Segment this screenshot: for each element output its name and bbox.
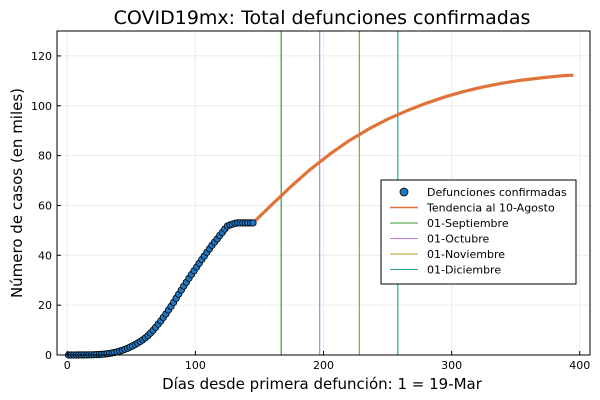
y-tick-label: 20	[38, 299, 52, 312]
x-tick-label: 0	[64, 359, 71, 372]
x-tick-label: 200	[313, 359, 334, 372]
legend-entry: Defunciones confirmadas	[427, 186, 567, 199]
y-tick-label: 0	[45, 349, 52, 362]
y-tick-label: 120	[31, 50, 52, 63]
legend-entry: 01-Noviembre	[427, 248, 505, 261]
trend-line	[251, 73, 574, 225]
scatter-series	[64, 219, 257, 359]
data-point	[249, 219, 257, 227]
legend-entry: 01-Diciembre	[427, 264, 501, 277]
legend-marker	[399, 187, 409, 197]
vertical-reference-lines	[280, 31, 399, 355]
x-tick-label: 400	[569, 359, 590, 372]
y-tick-label: 40	[38, 249, 52, 262]
x-axis-label: Días desde primera defunción: 1 = 19-Mar	[162, 375, 483, 393]
y-tick-label: 100	[31, 100, 52, 113]
y-tick-label: 60	[38, 199, 52, 212]
axis-ticks: 0 100 200 300 400 0 20 40 60 80 100 120	[31, 50, 590, 372]
legend: Defunciones confirmadas Tendencia al 10-A…	[380, 179, 577, 285]
legend-entry: Tendencia al 10-Agosto	[426, 202, 555, 215]
legend-entry: 01-Octubre	[427, 233, 490, 246]
y-axis-label: Número de casos (en miles)	[8, 88, 26, 298]
x-tick-label: 300	[441, 359, 462, 372]
legend-entry: 01-Septiembre	[427, 217, 509, 230]
chart-title: COVID19mx: Total defunciones confirmadas	[114, 7, 531, 29]
y-tick-label: 80	[38, 150, 52, 163]
x-tick-label: 100	[185, 359, 206, 372]
legend-box	[380, 179, 577, 285]
trend-series	[251, 73, 574, 225]
